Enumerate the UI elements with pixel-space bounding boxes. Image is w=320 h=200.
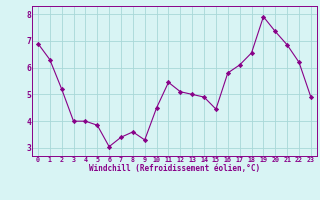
- X-axis label: Windchill (Refroidissement éolien,°C): Windchill (Refroidissement éolien,°C): [89, 164, 260, 173]
